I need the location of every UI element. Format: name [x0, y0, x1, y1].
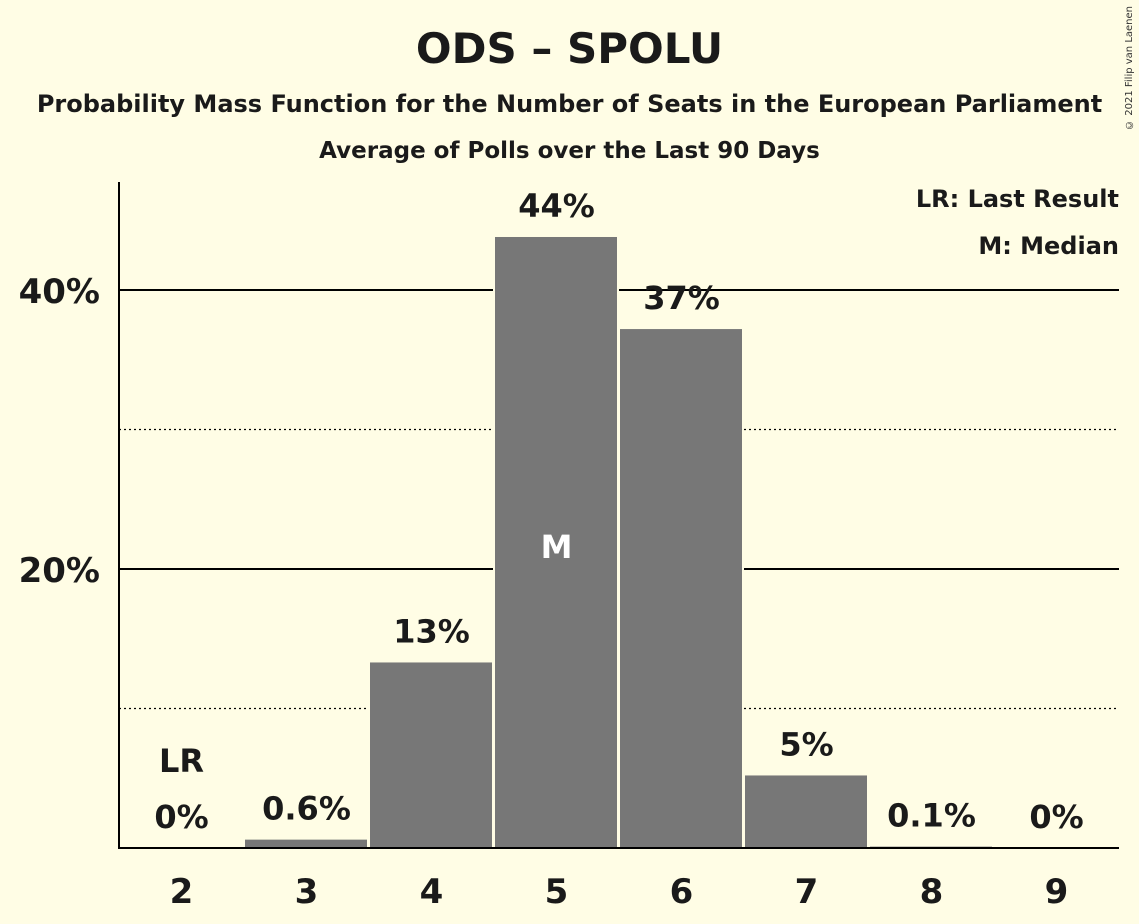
- data-label: 13%: [393, 612, 470, 650]
- data-label: 44%: [518, 187, 595, 225]
- x-tick-label: 5: [545, 872, 569, 912]
- data-label: 0.1%: [887, 797, 976, 835]
- chart-title: ODS – SPOLU: [415, 24, 724, 73]
- x-tick-label: 9: [1045, 872, 1069, 912]
- data-label: 0.6%: [262, 790, 351, 828]
- bar: [620, 329, 742, 848]
- bar: [370, 662, 492, 848]
- x-tick-label: 2: [170, 872, 194, 912]
- bar: [745, 775, 867, 848]
- x-tick-label: 4: [420, 872, 444, 912]
- x-tick-label: 3: [295, 872, 319, 912]
- legend-last-result: LR: Last Result: [915, 185, 1119, 213]
- last-result-marker: LR: [159, 742, 204, 780]
- data-label: 0%: [154, 798, 208, 836]
- y-tick-label: 40%: [19, 272, 100, 312]
- median-marker: M: [541, 528, 573, 566]
- x-tick-label: 7: [795, 872, 819, 912]
- data-label: 5%: [779, 725, 833, 763]
- data-label: 0%: [1029, 798, 1083, 836]
- chart-subtitle: Probability Mass Function for the Number…: [36, 90, 1103, 118]
- bar: [245, 839, 367, 848]
- x-tick-label: 6: [670, 872, 694, 912]
- chart-subtitle-period: Average of Polls over the Last 90 Days: [319, 138, 820, 164]
- data-label: 37%: [643, 279, 720, 317]
- y-tick-label: 20%: [19, 551, 100, 591]
- x-tick-label: 8: [920, 872, 944, 912]
- legend-median: M: Median: [978, 232, 1119, 260]
- bar-halo: [868, 844, 994, 848]
- bar: [495, 236, 617, 849]
